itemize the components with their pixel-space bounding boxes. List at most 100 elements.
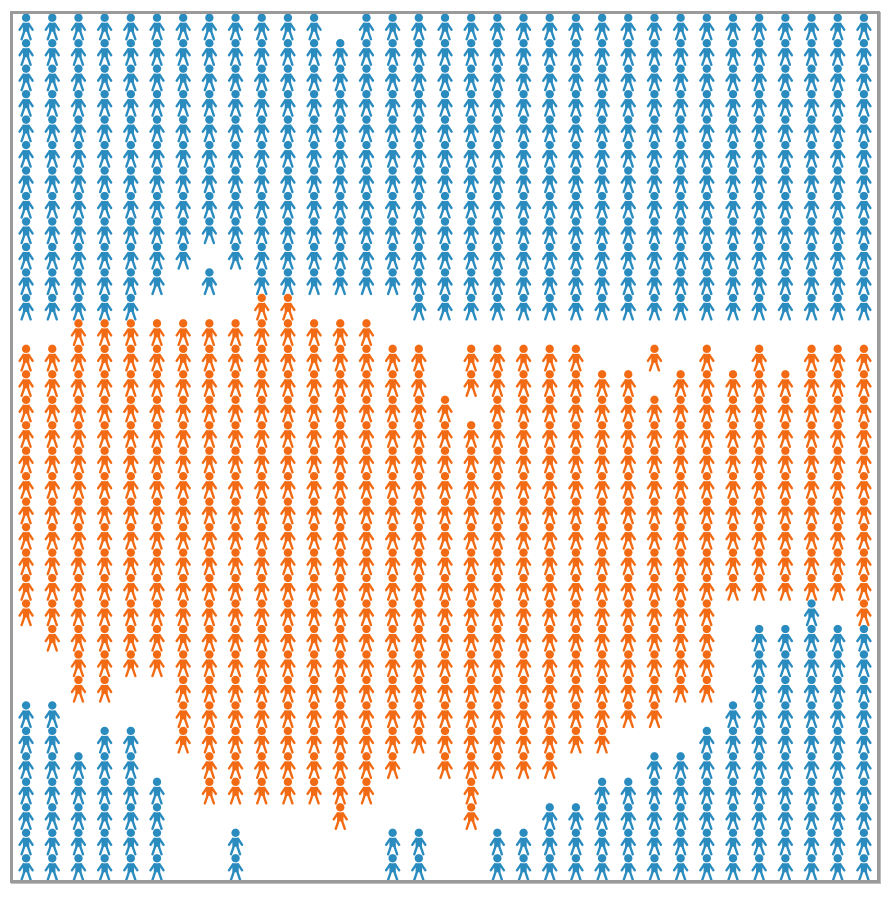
person-icon-orange <box>437 548 453 576</box>
person-icon-orange <box>777 573 794 601</box>
person-icon-blue <box>856 624 872 652</box>
person-icon-orange <box>803 573 820 601</box>
person-icon-orange <box>620 548 636 576</box>
person-icon-blue <box>489 39 506 66</box>
person-icon-orange <box>123 548 139 576</box>
person-icon-orange <box>777 370 794 398</box>
person-icon-blue <box>411 268 427 296</box>
person-icon-blue <box>542 268 558 296</box>
person-icon-blue <box>777 268 794 296</box>
person-icon-orange <box>358 599 375 627</box>
person-icon-blue <box>411 14 427 41</box>
person-icon-blue <box>594 166 610 194</box>
person-icon-blue <box>542 115 558 143</box>
person-icon-orange <box>96 395 113 423</box>
person-icon-orange <box>620 573 636 601</box>
person-icon-blue <box>96 293 113 321</box>
person-icon-orange <box>201 395 218 423</box>
person-icon-blue <box>856 675 872 703</box>
person-icon-blue <box>411 64 427 92</box>
person-icon-orange <box>384 624 401 652</box>
person-icon-blue <box>830 14 846 41</box>
person-icon-orange <box>620 421 636 448</box>
person-icon-blue <box>227 89 244 117</box>
person-icon-orange <box>542 599 558 627</box>
person-icon-blue <box>568 89 584 117</box>
person-icon-orange <box>254 344 270 372</box>
person-icon-blue <box>594 293 610 321</box>
person-icon-blue <box>699 14 715 41</box>
person-icon-blue <box>856 650 872 678</box>
person-icon-orange <box>149 395 165 423</box>
person-icon-orange <box>646 344 663 372</box>
person-icon-blue <box>830 64 846 92</box>
person-icon-orange <box>358 624 375 652</box>
person-icon-blue <box>777 64 794 92</box>
person-icon-blue <box>594 64 610 92</box>
person-icon-blue <box>227 64 244 92</box>
person-icon-blue <box>384 89 401 117</box>
person-icon-blue <box>777 675 794 703</box>
person-icon-blue <box>96 854 113 880</box>
person-icon-orange <box>411 599 427 627</box>
person-icon-blue <box>672 854 689 880</box>
person-icon-orange <box>332 803 348 831</box>
person-icon-orange <box>332 573 348 601</box>
person-icon-orange <box>306 395 322 423</box>
person-icon-orange <box>358 370 375 398</box>
person-icon-blue <box>515 39 532 66</box>
person-icon-orange <box>18 522 34 550</box>
person-icon-blue <box>489 217 506 245</box>
person-icon-blue <box>123 803 139 831</box>
person-icon-orange <box>411 497 427 525</box>
person-icon-orange <box>803 548 820 576</box>
person-icon-blue <box>777 803 794 831</box>
person-icon-orange <box>594 650 610 678</box>
person-icon-orange <box>646 650 663 678</box>
person-icon-orange <box>515 573 532 601</box>
person-icon-blue <box>751 854 767 880</box>
person-icon-blue <box>751 701 767 729</box>
person-icon-blue <box>175 115 191 143</box>
person-icon-blue <box>437 268 453 296</box>
person-icon-blue <box>437 89 453 117</box>
person-icon-orange <box>489 421 506 448</box>
person-icon-orange <box>201 472 218 499</box>
person-icon-orange <box>175 599 191 627</box>
person-icon-blue <box>803 777 820 805</box>
person-icon-orange <box>568 675 584 703</box>
person-icon-blue <box>568 166 584 194</box>
person-icon-orange <box>96 573 113 601</box>
person-icon-orange <box>201 573 218 601</box>
person-icon-orange <box>856 446 872 474</box>
person-icon-blue <box>830 854 846 880</box>
person-icon-orange <box>411 624 427 652</box>
person-icon-orange <box>384 573 401 601</box>
person-icon-orange <box>149 344 165 372</box>
person-icon-orange <box>725 548 741 576</box>
person-icon-blue <box>856 752 872 780</box>
game-board[interactable] <box>10 11 880 883</box>
person-icon-blue <box>489 293 506 321</box>
person-icon-blue <box>201 64 218 92</box>
person-icon-orange <box>830 395 846 423</box>
person-icon-blue <box>725 115 741 143</box>
person-icon-blue <box>254 89 270 117</box>
person-icon-blue <box>830 140 846 168</box>
person-icon-orange <box>463 573 479 601</box>
person-icon-blue <box>777 701 794 729</box>
person-icon-orange <box>358 344 375 372</box>
person-icon-blue <box>856 166 872 194</box>
person-icon-orange <box>149 370 165 398</box>
person-icon-orange <box>280 675 296 703</box>
person-icon-orange <box>227 344 244 372</box>
person-icon-blue <box>620 803 636 831</box>
person-icon-orange <box>70 497 87 525</box>
person-icon-blue <box>332 268 348 296</box>
person-icon-orange <box>201 522 218 550</box>
person-icon-orange <box>332 548 348 576</box>
person-icon-orange <box>306 421 322 448</box>
person-icon-orange <box>777 497 794 525</box>
person-icon-orange <box>175 395 191 423</box>
person-icon-orange <box>542 675 558 703</box>
